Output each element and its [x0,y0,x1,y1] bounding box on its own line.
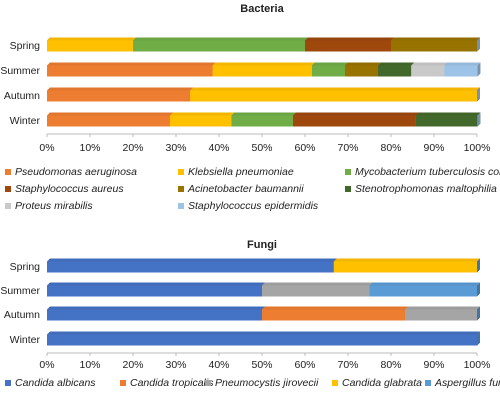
bar-segment [477,306,480,321]
bar-segment [47,87,194,102]
bar-segment [477,258,480,273]
y-tick-label: Autumn [4,90,40,102]
bar-segment [190,87,480,102]
legend-label: Acinetobacter baumannii [187,183,304,195]
legend-swatch [120,380,126,386]
legend-label: Pseudomonas aeruginosa [15,166,137,178]
y-tick-label: Winter [10,334,41,346]
legend-swatch [332,380,338,386]
legend-swatch [5,169,11,175]
x-tick-label: 40% [208,142,229,154]
bar-segment [477,37,480,52]
x-tick-label: 100% [464,142,491,154]
legend-label: Staphylococcus aureus [15,183,124,195]
x-tick-label: 60% [294,359,315,371]
bar-segment [47,62,216,77]
x-tick-label: 0% [39,142,54,154]
legend-swatch [178,169,184,175]
legend-swatch [345,169,351,175]
bar-segment [47,331,480,346]
bar-segment [169,112,235,127]
x-tick-label: 50% [251,359,272,371]
y-tick-label: Winter [10,115,41,127]
legend-swatch [178,203,184,209]
x-tick-label: 80% [380,359,401,371]
bar-segment [311,62,348,77]
x-tick-label: 20% [122,359,143,371]
x-tick-label: 80% [380,142,401,154]
bar-segment [333,258,480,273]
x-tick-label: 100% [464,359,491,371]
bar-segment [231,112,296,127]
legend-label: Candida albicans [15,377,96,389]
x-tick-label: 0% [39,359,54,371]
legend-swatch [178,186,184,192]
bar-segment [477,112,481,127]
x-tick-label: 10% [79,359,100,371]
legend-swatch [345,186,351,192]
legend-swatch [5,380,11,386]
x-tick-label: 20% [122,142,143,154]
bar-segment [47,282,265,297]
bar-segment [292,112,419,127]
legend-label: Proteus mirabilis [15,200,93,212]
legend-label: Pneumocystis jirovecii [215,377,319,389]
bar-segment [47,112,173,127]
chart-title: Bacteria [240,3,284,15]
legend-swatch [205,380,211,386]
bar-segment [411,62,448,77]
y-tick-label: Spring [10,40,41,52]
legend-swatch [425,380,431,386]
x-tick-label: 70% [337,359,358,371]
y-tick-label: Summer [0,65,40,77]
x-tick-label: 10% [79,142,100,154]
x-tick-label: 30% [165,359,186,371]
legend-label: Mycobacterium tuberculosis complex [355,166,500,178]
legend-label: Candida glabrata [342,377,422,389]
legend-label: Staphylococcus epidermidis [188,200,319,212]
bar-segment [405,306,480,321]
y-tick-label: Autumn [4,309,40,321]
legend-label: Aspergillus fumigatus [434,377,500,389]
bar-segment [444,62,481,77]
bar-segment [47,306,265,321]
legend-label: Candida tropicalis [130,377,214,389]
bar-segment [47,37,136,52]
bar-segment [415,112,481,127]
bar-segment [305,37,394,52]
bar-segment [477,331,480,346]
x-tick-label: 90% [423,359,444,371]
bar-segment [262,282,373,297]
legend-swatch [5,186,11,192]
bar-segment [47,258,337,273]
x-tick-label: 60% [294,142,315,154]
x-tick-label: 90% [423,142,444,154]
legend-label: Klebsiella pneumoniae [188,166,294,178]
legend-label: Stenotrophomonas maltophilia [355,183,497,195]
bar-segment [262,306,409,321]
x-tick-label: 30% [165,142,186,154]
y-tick-label: Spring [10,261,41,273]
bar-segment [212,62,315,77]
x-tick-label: 40% [208,359,229,371]
x-tick-label: 70% [337,142,358,154]
bar-segment [477,87,480,102]
bar-segment [391,37,480,52]
legend-swatch [5,203,11,209]
bar-segment [369,282,480,297]
x-tick-label: 50% [251,142,272,154]
y-tick-label: Summer [0,285,40,297]
bar-segment [378,62,415,77]
bar-segment [133,37,308,52]
bar-segment [344,62,382,77]
chart-title: Fungi [247,239,277,251]
